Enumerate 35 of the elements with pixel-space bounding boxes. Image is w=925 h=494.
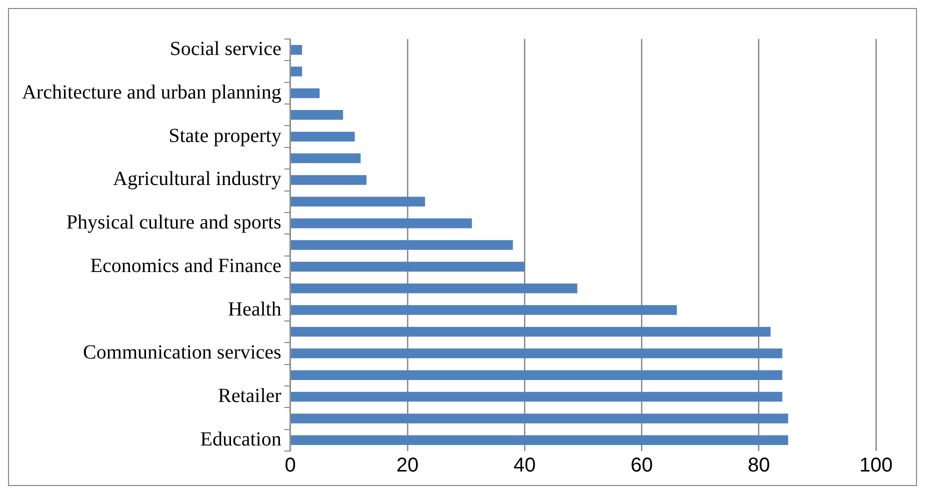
y-tick-label: Communication services [83,342,282,364]
bar [290,44,302,55]
x-tick-label: 60 [630,454,653,477]
bar [290,326,771,337]
y-tick-label: Retailer [218,385,282,408]
y-tick-label: Physical culture and sports [66,212,282,234]
bar [290,283,578,294]
bar [290,218,472,228]
y-tick-label: Economics and Finance [90,254,282,277]
bar [290,132,355,142]
bar [290,240,513,250]
bar [290,370,782,380]
x-tick-label: 100 [859,454,893,477]
bar [290,110,344,120]
bar [290,153,361,164]
bar [290,414,788,424]
bar [290,305,677,315]
bar [290,262,525,272]
y-tick-label: Health [228,298,282,320]
y-tick-label: Agricultural industry [113,168,282,190]
y-tick-label: State property [168,124,282,147]
y-tick-label: Architecture and urban planning [22,81,282,104]
y-tick-label: Education [200,428,282,450]
x-tick-label: 40 [513,454,536,477]
bar [290,392,782,402]
bar [290,88,320,98]
bar [290,66,302,76]
bar [290,348,782,358]
x-tick-label: 0 [284,454,296,477]
y-tick-label: Social service [170,38,282,60]
x-tick-label: 80 [748,454,770,477]
bar [290,175,366,185]
bar [290,435,788,446]
bar [290,196,426,207]
x-tick-label: 20 [396,454,419,477]
